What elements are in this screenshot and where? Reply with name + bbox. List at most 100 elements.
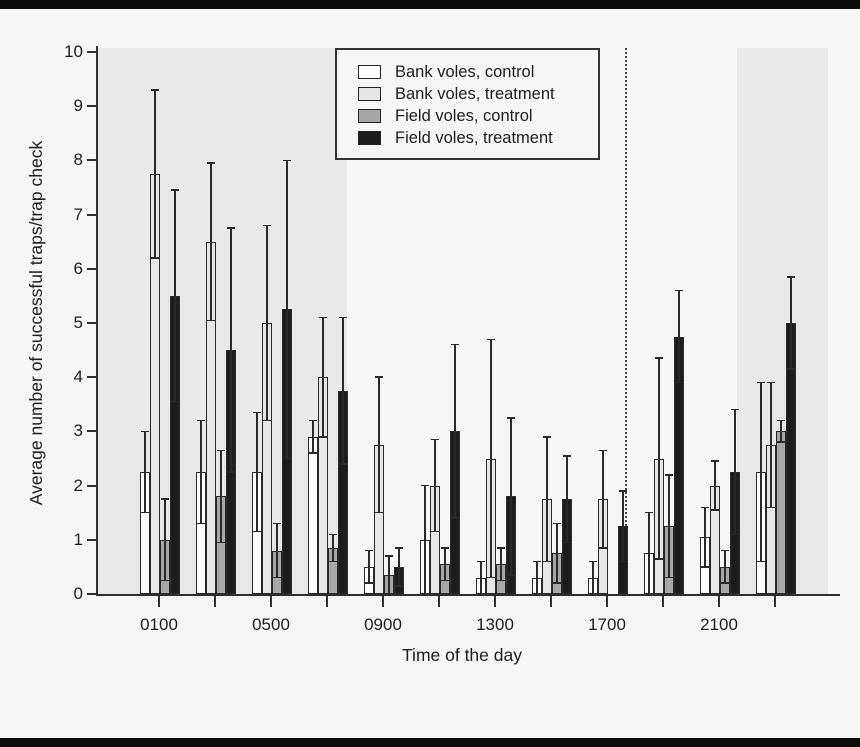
error-bar bbox=[780, 420, 782, 443]
bottom-border-strip bbox=[0, 738, 860, 747]
x-tick-label: 1700 bbox=[588, 615, 626, 634]
error-bar bbox=[790, 276, 792, 370]
error-bar-cap bbox=[543, 560, 551, 563]
error-bar-cap bbox=[151, 257, 159, 259]
error-bar bbox=[602, 450, 604, 548]
error-bar bbox=[174, 190, 176, 402]
bar-chart-figure: 0 1 2 3 4 5 6 7 8 9 10 0100 0500 0900 1300 1700 2100 Av… bbox=[0, 9, 860, 738]
x-tick-label: 2100 bbox=[700, 615, 738, 634]
error-bar-cap bbox=[207, 319, 215, 322]
error-bar-cap bbox=[263, 419, 271, 422]
y-tick-label: 3 bbox=[73, 421, 83, 441]
error-bar-cap bbox=[767, 506, 775, 509]
error-bar-cap bbox=[431, 530, 439, 533]
bar bbox=[308, 436, 318, 594]
error-bar bbox=[536, 561, 538, 594]
error-bar-cap bbox=[731, 408, 739, 411]
error-bar bbox=[434, 439, 436, 532]
error-bar-cap bbox=[273, 522, 281, 525]
legend-item: Bank voles, control bbox=[358, 61, 598, 83]
error-bar bbox=[556, 523, 558, 584]
x-tick bbox=[382, 596, 384, 607]
x-tick bbox=[550, 596, 552, 607]
error-bar-cap bbox=[197, 522, 205, 525]
error-bar-cap bbox=[217, 449, 225, 452]
x-tick bbox=[718, 596, 720, 607]
error-bar-cap bbox=[665, 474, 673, 476]
error-bar bbox=[424, 485, 426, 594]
error-bar bbox=[368, 550, 370, 584]
legend-label: Field voles, control bbox=[395, 107, 533, 125]
error-bar-cap bbox=[507, 417, 515, 419]
error-bar bbox=[266, 225, 268, 421]
error-bar-cap bbox=[283, 457, 291, 460]
error-bar-cap bbox=[161, 498, 169, 500]
x-tick bbox=[270, 596, 272, 607]
error-bar-cap bbox=[385, 555, 393, 557]
y-tick bbox=[87, 322, 97, 324]
y-tick-label: 10 bbox=[64, 42, 83, 61]
error-bar-cap bbox=[395, 585, 403, 587]
error-bar bbox=[144, 431, 146, 513]
error-bar-cap bbox=[319, 316, 327, 319]
error-bar-cap bbox=[563, 541, 571, 544]
error-bar-cap bbox=[787, 276, 795, 278]
error-bar bbox=[592, 561, 594, 594]
y-tick-label: 0 bbox=[73, 584, 83, 603]
x-tick bbox=[158, 596, 160, 607]
y-tick-label: 9 bbox=[73, 96, 83, 116]
error-bar-cap bbox=[589, 560, 597, 563]
y-tick-label: 5 bbox=[73, 313, 83, 332]
y-tick bbox=[87, 159, 97, 162]
error-bar bbox=[510, 417, 512, 576]
error-bar bbox=[704, 507, 706, 567]
x-axis-title: Time of the day bbox=[402, 645, 522, 665]
error-bar-cap bbox=[487, 338, 495, 340]
error-bar-cap bbox=[207, 162, 215, 164]
legend-label: Bank voles, control bbox=[395, 63, 535, 81]
error-bar-cap bbox=[217, 541, 225, 544]
error-bar-cap bbox=[553, 522, 561, 525]
y-tick bbox=[87, 51, 97, 53]
error-bar-cap bbox=[619, 560, 627, 563]
error-bar bbox=[454, 344, 456, 519]
error-bar bbox=[276, 523, 278, 578]
error-bar-cap bbox=[227, 227, 235, 229]
y-tick bbox=[87, 267, 97, 270]
x-tick bbox=[494, 596, 496, 607]
error-bar-cap bbox=[141, 430, 149, 433]
legend-label: Field voles, treatment bbox=[395, 129, 553, 147]
legend-swatch-icon bbox=[358, 131, 381, 145]
error-bar-cap bbox=[365, 582, 373, 584]
x-tick bbox=[662, 596, 664, 607]
error-bar bbox=[210, 163, 212, 321]
legend-item: Field voles, control bbox=[358, 105, 598, 127]
error-bar-cap bbox=[563, 455, 571, 457]
error-bar bbox=[332, 534, 334, 562]
error-bar bbox=[668, 474, 670, 578]
error-bar bbox=[480, 561, 482, 594]
error-bar-cap bbox=[171, 189, 179, 191]
error-bar bbox=[388, 556, 390, 594]
error-bar-cap bbox=[675, 289, 683, 292]
error-bar-cap bbox=[645, 511, 653, 514]
x-tick-label: 0900 bbox=[364, 615, 402, 634]
error-bar-cap bbox=[553, 582, 561, 584]
error-bar-cap bbox=[533, 560, 541, 563]
y-tick-label: 6 bbox=[73, 258, 83, 278]
error-bar-cap bbox=[375, 511, 383, 514]
x-tick-label: 0100 bbox=[140, 615, 178, 634]
error-bar-cap bbox=[711, 460, 719, 462]
error-bar-cap bbox=[431, 438, 439, 441]
legend-swatch-icon bbox=[358, 65, 381, 79]
y-tick bbox=[87, 593, 97, 595]
error-bar-cap bbox=[151, 89, 159, 91]
y-tick bbox=[87, 105, 97, 108]
y-tick-label: 8 bbox=[73, 150, 83, 170]
error-bar-cap bbox=[777, 419, 785, 422]
error-bar-cap bbox=[253, 411, 261, 414]
x-tick bbox=[774, 596, 776, 607]
error-bar-cap bbox=[655, 558, 663, 560]
y-axis-line bbox=[96, 46, 98, 596]
error-bar bbox=[312, 420, 314, 454]
